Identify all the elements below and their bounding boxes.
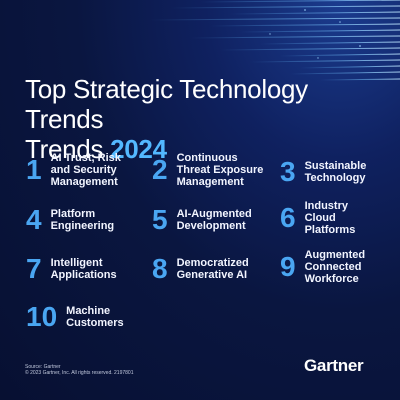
trend-item-2: 2 Continuous Threat Exposure Management bbox=[152, 152, 263, 188]
brand-text: Gartner bbox=[304, 356, 364, 375]
trend-item-4: 4 Platform Engineering bbox=[26, 205, 114, 235]
title-year: 2024 bbox=[110, 134, 167, 164]
trend-number: 1 bbox=[26, 154, 42, 185]
trend-number: 5 bbox=[152, 204, 168, 235]
title-trends-word: Trends bbox=[25, 134, 111, 164]
trend-label: AI Trust, Risk and Security Management bbox=[50, 152, 121, 188]
trend-item-1: 1 AI Trust, Risk and Security Management bbox=[26, 152, 121, 188]
trend-number: 6 bbox=[280, 202, 296, 233]
trend-number: 10 bbox=[26, 301, 58, 332]
trend-label: Democratized Generative AI bbox=[176, 257, 249, 281]
trend-item-6: 6 Industry Cloud Platforms bbox=[280, 200, 355, 236]
page-title: Top Strategic Technology Trends Trends 2… bbox=[25, 74, 375, 164]
trend-item-7: 7 Intelligent Applications bbox=[26, 254, 117, 284]
trend-number: 7 bbox=[26, 253, 42, 284]
trend-label: Continuous Threat Exposure Management bbox=[176, 152, 264, 188]
title-text: Top Strategic Technology Trends bbox=[25, 74, 308, 134]
trend-label: Intelligent Applications bbox=[50, 257, 117, 281]
trend-item-9: 9 Augmented Connected Workforce bbox=[280, 249, 365, 285]
trend-label: AI-Augmented Development bbox=[176, 208, 252, 232]
trend-number: 8 bbox=[152, 253, 168, 284]
trend-item-10: 10 Machine Customers bbox=[26, 302, 124, 332]
trend-label: Platform Engineering bbox=[50, 208, 115, 232]
trend-label: Machine Customers bbox=[66, 305, 124, 329]
trend-label: Sustainable Technology bbox=[304, 160, 367, 184]
trend-item-5: 5 AI-Augmented Development bbox=[152, 205, 252, 235]
trend-item-3: 3 Sustainable Technology bbox=[280, 157, 366, 187]
trend-number: 9 bbox=[280, 251, 296, 282]
trend-number: 2 bbox=[152, 154, 168, 185]
trend-label: Industry Cloud Platforms bbox=[304, 200, 356, 236]
trend-number: 3 bbox=[280, 156, 296, 187]
copyright-line: © 2023 Gartner, Inc. All rights reserved… bbox=[25, 370, 134, 376]
gartner-logo: Gartner bbox=[304, 356, 364, 376]
trend-number: 4 bbox=[26, 204, 42, 235]
trend-item-8: 8 Democratized Generative AI bbox=[152, 254, 249, 284]
source-footnote: Source: Gartner © 2023 Gartner, Inc. All… bbox=[25, 364, 133, 376]
source-line: Source: Gartner bbox=[25, 364, 61, 370]
trend-label: Augmented Connected Workforce bbox=[304, 249, 366, 285]
